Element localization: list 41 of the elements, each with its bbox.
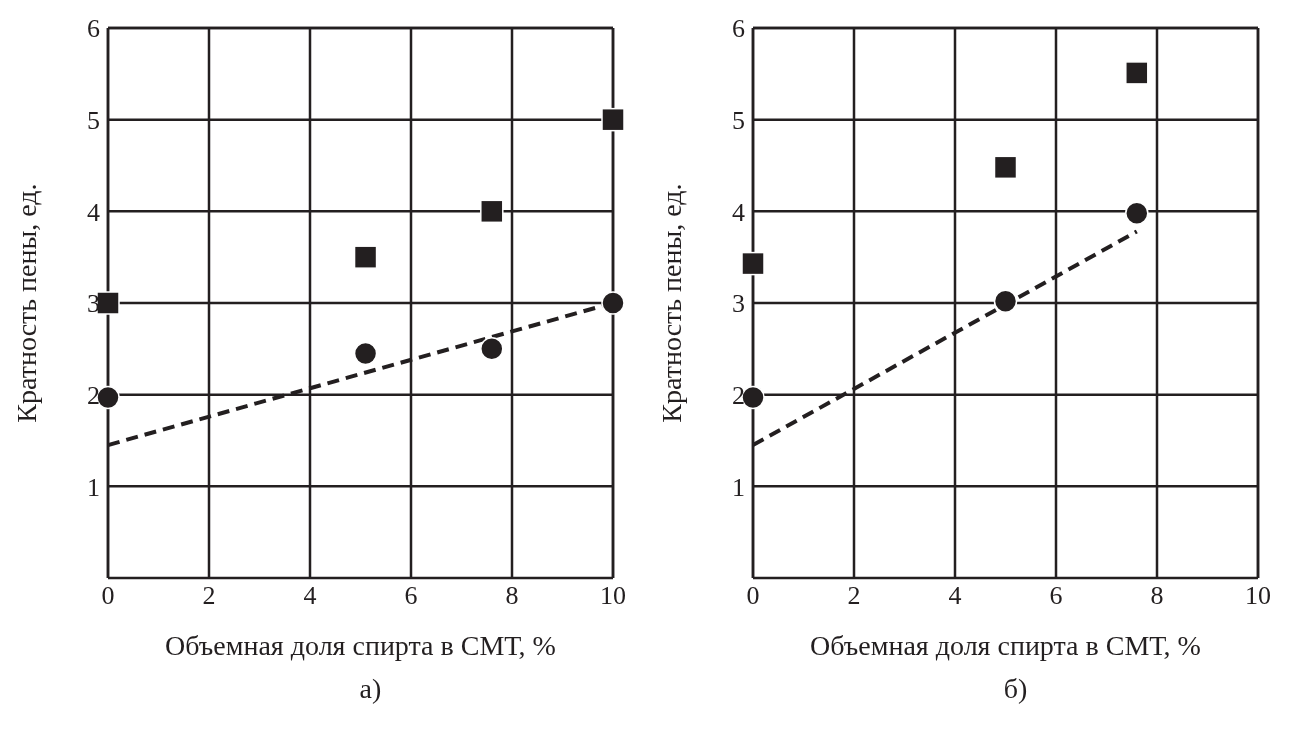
point [993, 155, 1018, 180]
y-tick-label: 4 [732, 197, 745, 227]
x-tick-label: 4 [948, 581, 962, 611]
point [601, 107, 625, 132]
y-tick-label: 1 [732, 472, 745, 502]
y-tick-label: 4 [87, 197, 100, 227]
x-tick-label: 6 [1049, 581, 1063, 611]
x-tick-label: 6 [404, 581, 418, 611]
text: б) [1002, 673, 1029, 705]
y-tick-label: 6 [87, 14, 100, 44]
point [993, 289, 1018, 313]
point [353, 245, 378, 269]
x-tick-label: 0 [101, 581, 115, 611]
y-tick-label: 6 [732, 14, 745, 44]
y-tick-label: 2 [87, 380, 100, 410]
point [96, 291, 120, 315]
y-axis-title: Кратность пены, ед. [655, 183, 687, 423]
x-tick-label: 8 [505, 581, 519, 611]
point [353, 341, 378, 366]
point [480, 199, 504, 224]
x-tick-label: 8 [1150, 581, 1164, 611]
point [1125, 61, 1149, 85]
x-tick-label: 4 [303, 581, 317, 611]
y-tick-label: 3 [732, 289, 745, 319]
y-tick-label: 5 [87, 105, 100, 135]
x-tick-label: 2 [202, 581, 216, 611]
y-tick-label: 1 [87, 472, 100, 502]
x-axis-title: Объемная доля спирта в СМТ, % [810, 630, 1201, 661]
x-tick-label: 0 [746, 581, 760, 611]
x-tick-label: 10 [600, 581, 626, 611]
point [1125, 201, 1149, 225]
point [601, 291, 625, 315]
y-tick-label: 5 [732, 105, 745, 135]
x-tick-label: 2 [847, 581, 861, 611]
y-axis-title: Кратность пены, ед. [10, 183, 42, 423]
point [741, 251, 765, 276]
x-axis-title: Объемная доля спирта в СМТ, % [165, 630, 556, 661]
x-tick-label: 10 [1245, 581, 1271, 611]
y-tick-label: 2 [732, 380, 745, 410]
point [480, 337, 504, 361]
text: а) [358, 673, 383, 705]
